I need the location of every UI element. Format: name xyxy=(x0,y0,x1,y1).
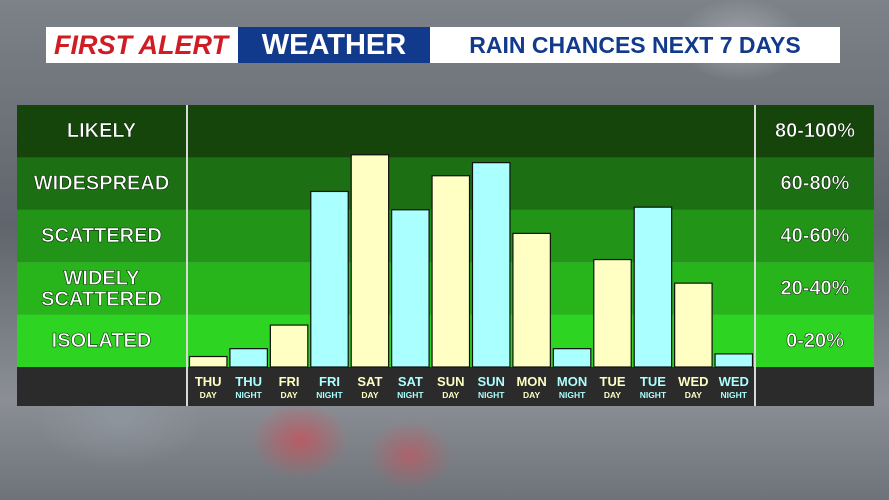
x-tick-day: SAT xyxy=(357,374,382,389)
x-tick-period: DAY xyxy=(442,390,459,400)
bar-mon-day xyxy=(512,232,551,368)
x-tick-period: NIGHT xyxy=(721,390,748,400)
bar-mon-night xyxy=(552,348,592,368)
x-tick-period: DAY xyxy=(200,390,217,400)
bar-wed-night xyxy=(714,353,754,368)
band-range-label: 60-80% xyxy=(781,173,850,195)
bar-fri-day xyxy=(269,324,309,368)
x-tick-day: TUE xyxy=(600,374,626,389)
bar-tue-day xyxy=(593,258,632,368)
x-tick-day: FRI xyxy=(279,374,300,389)
x-tick-period: NIGHT xyxy=(235,390,262,400)
bar-sun-night xyxy=(471,162,511,368)
x-axis: THUDAYTHUNIGHTFRIDAYFRINIGHTSATDAYSATNIG… xyxy=(195,374,749,400)
axis-strip xyxy=(17,367,874,406)
band-likely xyxy=(17,105,874,158)
band-label: ISOLATED xyxy=(52,330,152,352)
bar-sun-day xyxy=(431,175,471,368)
bar-tue-night xyxy=(633,206,673,368)
x-tick-period: DAY xyxy=(685,390,702,400)
x-tick-period: DAY xyxy=(280,390,297,400)
column-divider xyxy=(186,105,188,406)
x-tick-day: MON xyxy=(557,374,587,389)
x-tick-day: THU xyxy=(235,374,262,389)
band-range-label: 80-100% xyxy=(775,120,855,142)
x-tick-day: THU xyxy=(195,374,222,389)
x-tick-period: NIGHT xyxy=(559,390,586,400)
band-label: LIKELY xyxy=(67,120,137,142)
bar-wed-day xyxy=(674,282,713,368)
x-tick-period: NIGHT xyxy=(640,390,667,400)
x-tick-day: SUN xyxy=(437,374,464,389)
bar-thu-day xyxy=(188,355,228,368)
band-label: SCATTERED xyxy=(41,225,162,247)
band-labels: LIKELY 80-100% WIDESPREAD 60-80% SCATTERED 40… xyxy=(33,120,855,352)
bar-thu-night xyxy=(229,348,268,368)
band-label: WIDESPREAD xyxy=(34,173,170,195)
x-tick-day: WED xyxy=(719,374,749,389)
x-tick-day: TUE xyxy=(640,374,666,389)
x-tick-period: NIGHT xyxy=(478,390,505,400)
x-tick-day: FRI xyxy=(319,374,340,389)
x-tick-day: WED xyxy=(678,374,708,389)
x-tick-period: NIGHT xyxy=(397,390,424,400)
x-tick-period: NIGHT xyxy=(316,390,343,400)
bar-sat-day xyxy=(350,154,390,368)
first-alert-logo: FIRST ALERT xyxy=(46,27,238,63)
x-tick-period: DAY xyxy=(523,390,540,400)
chart-title: RAIN CHANCES NEXT 7 DAYS xyxy=(430,27,840,63)
band-range-label: 40-60% xyxy=(781,225,850,247)
x-tick-day: MON xyxy=(516,374,546,389)
x-tick-period: DAY xyxy=(604,390,621,400)
band-label: WIDELY SCATTERED xyxy=(41,267,162,310)
bar-sat-night xyxy=(391,209,430,368)
x-tick-period: DAY xyxy=(361,390,378,400)
bar-fri-night xyxy=(310,190,349,368)
band-range-label: 20-40% xyxy=(781,277,850,299)
title-banner: FIRST ALERT WEATHER RAIN CHANCES NEXT 7 … xyxy=(46,27,840,63)
bar-series xyxy=(188,154,754,368)
column-divider xyxy=(754,105,756,406)
band-range-label: 0-20% xyxy=(786,330,844,352)
x-tick-day: SAT xyxy=(398,374,423,389)
x-tick-day: SUN xyxy=(477,374,504,389)
weather-logo: WEATHER xyxy=(238,27,430,63)
